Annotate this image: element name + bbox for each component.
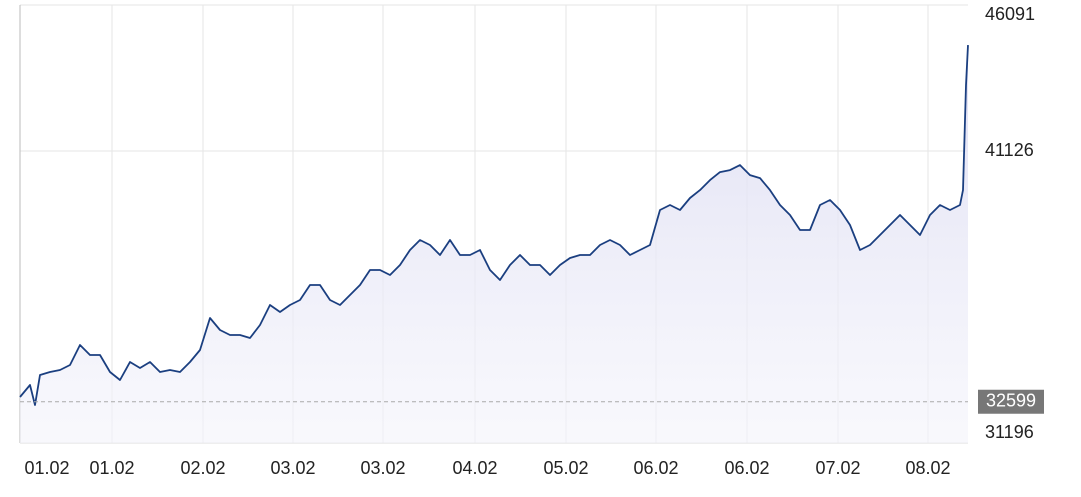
x-tick-label: 03.02: [270, 458, 315, 478]
y-tick-label: 31196: [985, 422, 1034, 442]
x-tick-label: 06.02: [633, 458, 678, 478]
x-tick-label: 02.02: [180, 458, 225, 478]
x-tick-label: 05.02: [543, 458, 588, 478]
x-tick-label: 08.02: [905, 458, 950, 478]
reference-label: 32599: [986, 390, 1036, 410]
x-tick-label: 07.02: [815, 458, 860, 478]
y-tick-label: 46091: [985, 4, 1035, 24]
price-line: [19, 45, 969, 406]
x-tick-label: 01.02: [24, 458, 69, 478]
reference-label-box: [978, 389, 1044, 414]
x-tick-label: 04.02: [452, 458, 497, 478]
area: [20, 45, 968, 443]
y-tick-label: 41126: [985, 140, 1034, 160]
x-tick-label: 01.02: [89, 458, 134, 478]
x-tick-label: 06.02: [724, 458, 769, 478]
x-tick-label: 03.02: [360, 458, 405, 478]
